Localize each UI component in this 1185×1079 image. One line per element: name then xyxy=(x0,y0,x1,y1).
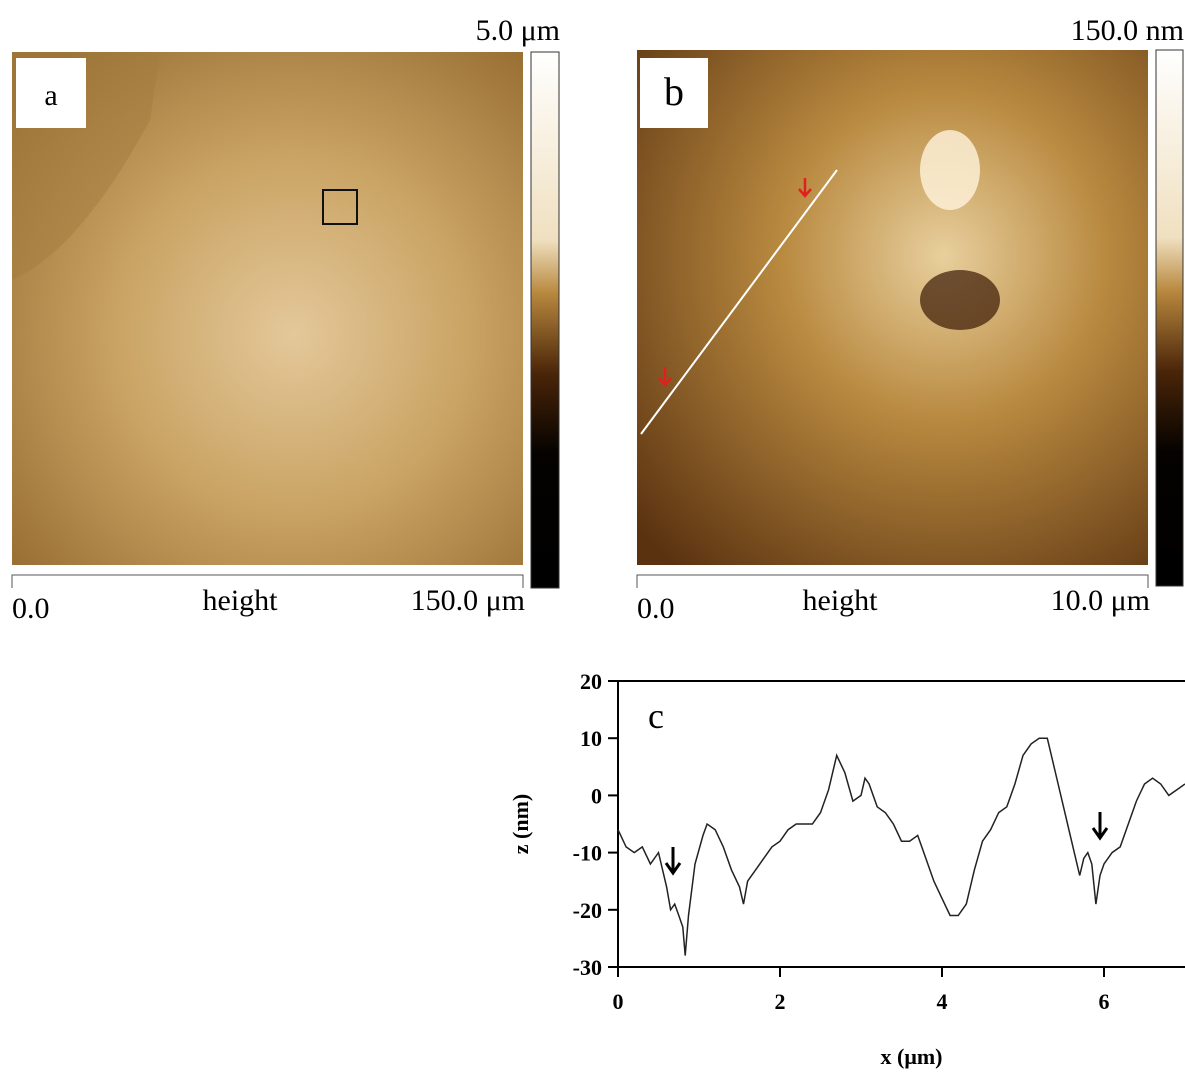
x-tick-label: 6 xyxy=(1099,989,1110,1014)
figure: a 5.0 μm 0.0 height 150.0 μm b 150.0 nm … xyxy=(0,0,1185,1074)
x-tick-label: 2 xyxy=(775,989,786,1014)
arrow xyxy=(1093,812,1107,838)
y-tick-label: -10 xyxy=(573,841,602,866)
scale-max: 150.0 nm xyxy=(1071,14,1184,47)
chart-title: c xyxy=(648,696,664,736)
y-tick-label: 0 xyxy=(591,783,602,808)
y-axis-label: z (nm) xyxy=(508,794,533,854)
dark-region xyxy=(920,270,1000,330)
afm-image xyxy=(637,50,1148,565)
x-axis-label: x (μm) xyxy=(881,1044,943,1069)
axis-end: 10.0 μm xyxy=(1051,584,1150,617)
axis-end: 150.0 μm xyxy=(411,584,525,617)
panel-label: b xyxy=(664,69,684,114)
colorbar xyxy=(1156,50,1183,586)
y-tick-label: -30 xyxy=(573,955,602,980)
panel-label: a xyxy=(44,79,57,112)
scale-max: 5.0 μm xyxy=(476,14,560,47)
profile-chart: -30 -20 -10 0 10 20 0 2 4 6 c x (μm) z (nm) xyxy=(508,669,1185,1069)
axis-start: 0.0 xyxy=(637,592,675,625)
axis-start: 0.0 xyxy=(12,592,50,625)
colorbar xyxy=(531,52,559,588)
y-tick-label: -20 xyxy=(573,898,602,923)
bright-region xyxy=(920,130,980,210)
x-tick-label: 4 xyxy=(937,989,948,1014)
y-tick-label: 10 xyxy=(580,726,602,751)
axis-label: height xyxy=(803,584,879,617)
x-tick-label: 0 xyxy=(613,989,624,1014)
y-tick-label: 20 xyxy=(580,669,602,694)
arrow xyxy=(666,847,680,873)
profile-line xyxy=(618,738,1185,955)
panel-a: a 5.0 μm 0.0 height 150.0 μm xyxy=(12,14,560,625)
panel-b: b 150.0 nm 0.0 height 10.0 μm xyxy=(637,14,1184,625)
axis-label: height xyxy=(203,584,279,617)
